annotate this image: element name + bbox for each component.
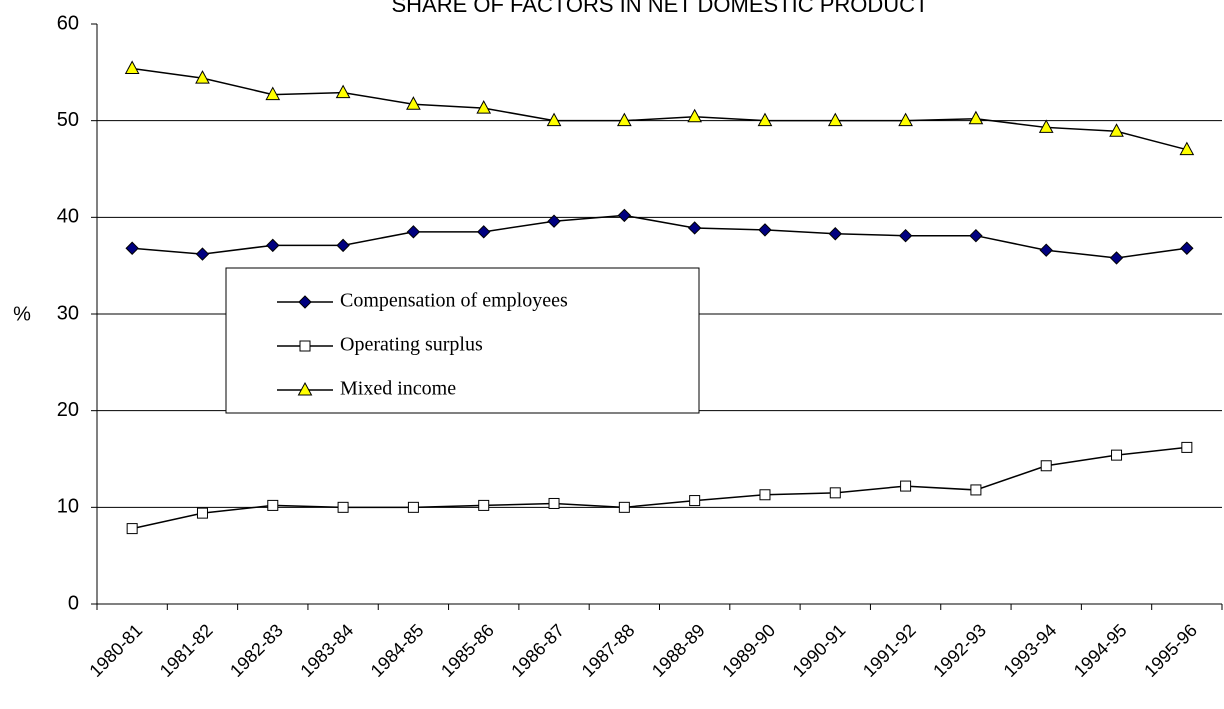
marker (829, 487, 841, 499)
marker (617, 208, 632, 223)
x-tick-label: 1989-90 (718, 620, 779, 681)
y-axis-label: % (13, 303, 31, 325)
marker (476, 100, 492, 114)
marker (266, 238, 280, 253)
series-line (131, 446, 1187, 530)
marker (1179, 141, 1195, 156)
marker (618, 501, 630, 513)
x-tick-label: 1993-94 (1000, 620, 1061, 681)
legend-label: Compensation of employees (340, 290, 568, 312)
marker (196, 507, 208, 519)
x-tick-label: 1992-93 (929, 620, 990, 681)
marker (406, 96, 421, 110)
marker (1181, 441, 1193, 453)
x-tick-label: 1981-82 (156, 620, 217, 681)
marker (406, 225, 421, 239)
marker (1111, 449, 1123, 461)
x-tick-label: 1994-95 (1070, 620, 1131, 681)
y-tick-label: 0 (68, 592, 79, 614)
marker (547, 214, 561, 228)
marker (759, 489, 771, 501)
legend-marker (298, 295, 312, 309)
y-tick-label: 10 (57, 496, 79, 518)
x-tick-label: 1988-89 (648, 620, 709, 681)
marker (968, 110, 984, 125)
marker (758, 223, 772, 237)
series-line (132, 67, 1188, 151)
y-tick-label: 50 (57, 109, 79, 131)
marker (970, 484, 982, 496)
marker (757, 112, 773, 127)
y-tick-label: 20 (57, 399, 79, 421)
marker (1039, 243, 1053, 257)
x-tick-label: 1983-84 (296, 620, 357, 681)
marker (195, 70, 210, 84)
marker (898, 112, 913, 127)
x-tick-label: 1990-91 (789, 620, 850, 681)
x-tick-label: 1980-81 (85, 620, 146, 681)
marker (478, 499, 490, 511)
x-tick-label: 1982-83 (226, 620, 287, 681)
x-tick-label: 1995-96 (1140, 620, 1201, 681)
marker (407, 501, 419, 513)
marker (337, 501, 349, 513)
marker (336, 238, 350, 253)
marker (898, 228, 913, 243)
x-tick-label: 1987-88 (578, 620, 639, 681)
marker (335, 84, 351, 99)
y-tick-label: 30 (57, 302, 79, 324)
y-tick-label: 60 (57, 12, 79, 34)
y-tick-label: 40 (57, 206, 79, 228)
marker (265, 86, 281, 101)
marker (900, 480, 912, 492)
x-tick-label: 1991-92 (859, 620, 920, 681)
marker (195, 247, 210, 261)
marker (548, 497, 560, 509)
legend-label: Operating surplus (340, 334, 483, 356)
marker (687, 221, 702, 235)
legend-marker (297, 381, 313, 396)
marker (689, 495, 701, 507)
x-tick-label: 1986-87 (507, 620, 568, 681)
marker (124, 60, 140, 74)
marker (546, 112, 562, 127)
marker (1109, 251, 1124, 265)
x-tick-label: 1984-85 (367, 620, 428, 681)
marker (617, 112, 632, 127)
marker (477, 225, 491, 239)
marker (1109, 123, 1124, 137)
marker (125, 241, 139, 255)
marker (827, 112, 843, 127)
marker (267, 499, 279, 511)
chart-title: SHARE OF FACTORS IN NET DOMESTIC PRODUCT (391, 0, 928, 17)
marker (1038, 119, 1054, 133)
marker (969, 228, 983, 243)
marker (126, 523, 138, 535)
legend-marker (299, 340, 311, 352)
legend: Compensation of employees Operating surpl… (225, 267, 700, 414)
legend-label: Mixed income (340, 378, 456, 400)
marker (828, 227, 842, 241)
marker (1040, 460, 1052, 472)
marker (687, 108, 702, 123)
marker (1180, 241, 1194, 255)
x-tick-label: 1985-86 (437, 620, 498, 681)
series-line (132, 214, 1187, 259)
